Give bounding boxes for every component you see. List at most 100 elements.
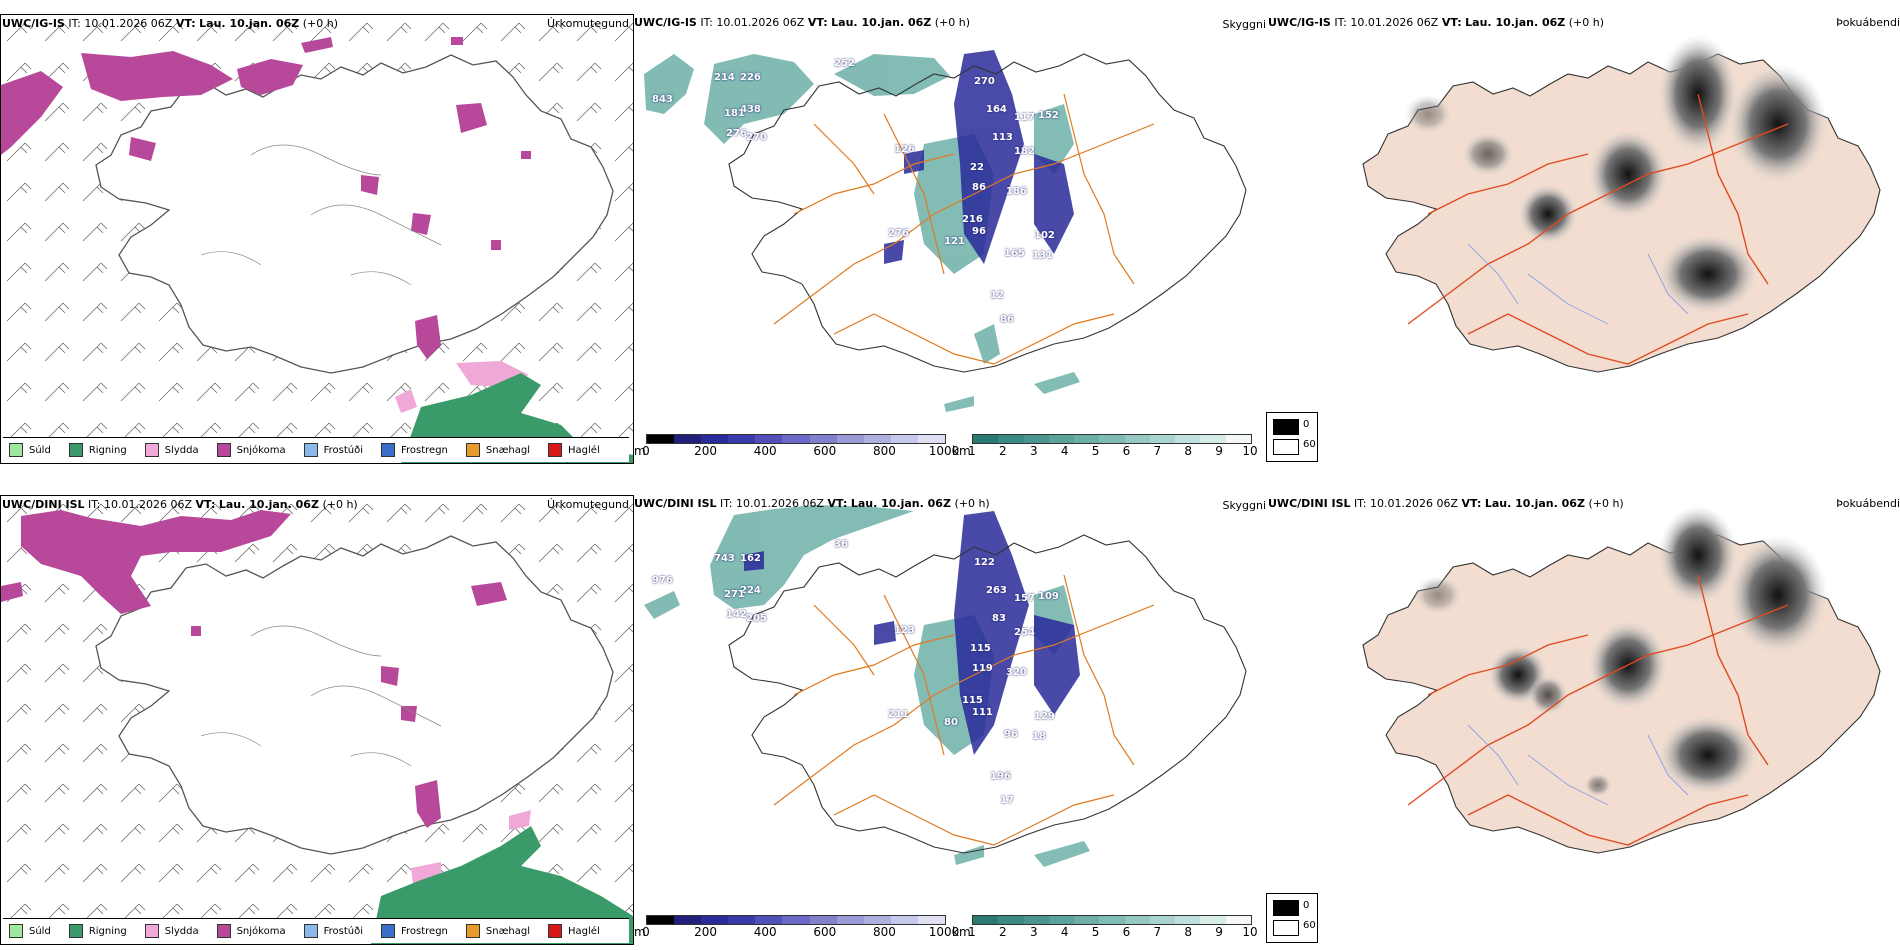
visibility-value-label: 142 xyxy=(726,609,747,620)
visibility-value-label: 205 xyxy=(746,613,767,624)
legend-item: Snæhagl xyxy=(465,924,531,938)
visibility-scale-km: km 1 2 3 4 5 6 7 8 9 10 xyxy=(952,915,1258,941)
visibility-value-label: 119 xyxy=(972,663,993,674)
vt-label: VT: xyxy=(1441,16,1462,29)
panel-header: UWC/IG-IS IT: 10.01.2026 06Z VT: Lau. 10… xyxy=(634,16,970,29)
visibility-value-label: 276 xyxy=(888,228,909,239)
scale-swatch xyxy=(755,435,783,443)
visibility-value-label: 270 xyxy=(746,132,767,143)
scale-tick-label: 3 xyxy=(1029,925,1038,939)
legend-item: Frostúði xyxy=(303,924,363,938)
scale-swatch xyxy=(836,435,864,443)
precip-type-map-2: UWC/DINI ISL IT: 10.01.2026 06Z VT: Lau.… xyxy=(0,495,634,945)
it-value: 10.01.2026 06Z xyxy=(1370,497,1459,510)
scale-tick-label: 8 xyxy=(1184,444,1193,458)
it-label: IT: xyxy=(700,16,713,29)
fog-key-value: 60 xyxy=(1303,920,1316,931)
fog-key-1: 0 60 xyxy=(1266,412,1318,462)
fog-key-value: 0 xyxy=(1303,900,1310,911)
legend-item: Slydda xyxy=(144,443,199,457)
visibility-value-label: 96 xyxy=(972,226,986,237)
visibility-map-canvas xyxy=(644,505,1247,867)
scale-tick-label: 800 xyxy=(872,925,896,939)
legend-swatch xyxy=(68,443,83,457)
legend-swatch xyxy=(381,443,395,457)
it-value: 10.01.2026 06Z xyxy=(1350,16,1439,29)
visibility-value-label: 216 xyxy=(962,214,983,225)
legend-item: Haglél xyxy=(548,924,600,938)
visibility-value-label: 86 xyxy=(1000,314,1014,325)
legend-label: Frostúði xyxy=(323,444,363,456)
vt-value: Lau. 10.jan. 06Z xyxy=(199,17,300,30)
scale-swatch xyxy=(701,916,729,924)
visibility-value-label: 276 xyxy=(726,128,747,139)
fog-index-map-1: UWC/IG-IS IT: 10.01.2026 06Z VT: Lau. 10… xyxy=(1268,14,1900,462)
legend-swatch xyxy=(216,443,231,457)
it-label: IT: xyxy=(68,17,81,30)
visibility-value-label: 12 xyxy=(990,290,1004,301)
fog-key-swatch xyxy=(1273,439,1299,455)
scale-tick-label: 2 xyxy=(999,444,1007,458)
scale-tick-label: 200 xyxy=(694,444,718,458)
river-network xyxy=(1467,724,1689,806)
model-name: UWC/DINI ISL xyxy=(2,498,85,511)
model-name: UWC/DINI ISL xyxy=(1268,497,1351,510)
visibility-value-label: 214 xyxy=(714,72,735,83)
scale-swatch xyxy=(1175,916,1201,924)
legend-swatch xyxy=(68,924,83,938)
visibility-value-label: 36 xyxy=(834,539,848,550)
visibility-map-1: UWC/IG-IS IT: 10.01.2026 06Z VT: Lau. 10… xyxy=(634,14,1266,462)
fog-areas xyxy=(1404,34,1828,314)
scale-tick-label: 6 xyxy=(1122,444,1131,458)
visibility-value-label: 843 xyxy=(652,94,673,105)
legend-label: Snæhagl xyxy=(485,925,531,937)
legend-item: Súld xyxy=(9,924,51,938)
scale-swatch xyxy=(647,916,675,924)
visibility-value-label: 123 xyxy=(894,625,915,636)
lead-time: (+0 h) xyxy=(302,17,339,30)
fog-map-canvas xyxy=(1362,505,1881,854)
visibility-value-label: 186 xyxy=(1006,186,1027,197)
legend-item: Rigning xyxy=(68,443,127,457)
scale-tick-label: 10 xyxy=(1242,925,1258,939)
it-value: 10.01.2026 06Z xyxy=(736,497,825,510)
scale-swatch xyxy=(809,916,837,924)
road-network xyxy=(773,93,1155,365)
fog-key-value: 0 xyxy=(1303,419,1310,430)
scale-bar-km xyxy=(972,434,1252,444)
scale-swatch xyxy=(728,916,756,924)
visibility-value-label: 211 xyxy=(888,709,909,720)
visibility-value-label: 263 xyxy=(986,585,1007,596)
road-network xyxy=(1407,93,1789,365)
visibility-value-label: 270 xyxy=(974,76,995,87)
scale-swatch xyxy=(836,916,864,924)
visibility-value-label: 121 xyxy=(944,236,965,247)
legend-item: Súld xyxy=(9,443,51,457)
scale-swatch xyxy=(782,435,810,443)
fog-key-2: 0 60 xyxy=(1266,893,1318,943)
precip-map-canvas xyxy=(1,496,633,944)
visibility-value-label: 224 xyxy=(740,585,761,596)
scale-swatch xyxy=(890,435,918,443)
fog-key-value: 60 xyxy=(1303,439,1316,450)
scale-swatch xyxy=(674,916,702,924)
scale-tick-label: 3 xyxy=(1029,444,1038,458)
road-network xyxy=(1407,574,1789,846)
legend-item: Frostregn xyxy=(381,443,448,457)
legend-item: Haglél xyxy=(548,443,600,457)
scale-swatch xyxy=(1048,916,1075,924)
scale-swatch xyxy=(782,916,810,924)
scale-unit-m: m xyxy=(634,444,646,458)
visibility-value-label: 254 xyxy=(1014,627,1035,638)
vt-label: VT: xyxy=(175,17,196,30)
precip-type-map-1: UWC/IG-IS IT: 10.01.2026 06Z VT: Lau. 10… xyxy=(0,14,634,464)
legend-item: Rigning xyxy=(68,924,127,938)
legend-label: Snæhagl xyxy=(485,444,531,456)
legend-label: Súld xyxy=(29,444,51,456)
it-label: IT: xyxy=(1354,497,1367,510)
scale-tick-label: 5 xyxy=(1091,444,1100,458)
it-label: IT: xyxy=(720,497,733,510)
legend-swatch xyxy=(548,924,563,938)
scale-unit-km: km xyxy=(952,444,971,458)
lead-time: (+0 h) xyxy=(934,16,971,29)
